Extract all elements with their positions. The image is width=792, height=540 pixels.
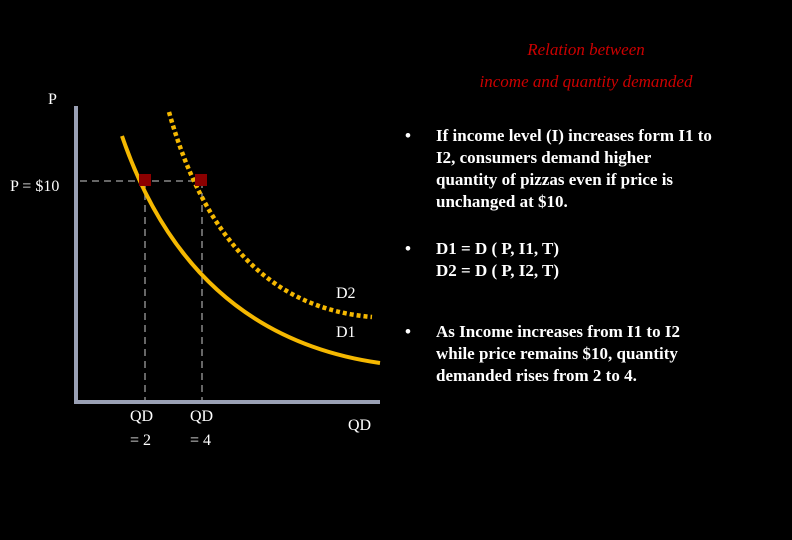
demand-graph: P P = $10 D2 D1 QD QD = 2 QD = 4 <box>10 91 381 449</box>
bullet-line: I2, consumers demand higher <box>436 148 652 167</box>
bullet-line: D2 = D ( P, I2, T) <box>436 261 560 280</box>
bullet-line: D1 = D ( P, I1, T) <box>436 239 560 258</box>
bullet-marker: • <box>405 126 411 145</box>
d2-label: D2 <box>336 285 356 302</box>
bullet-item: • D1 = D ( P, I1, T) D2 = D ( P, I2, T) <box>405 238 775 282</box>
bullet-line: while price remains $10, quantity <box>436 344 678 363</box>
bullet-line: As Income increases from I1 to I2 <box>436 322 680 341</box>
qd4-label-line1: QD <box>190 408 213 425</box>
qd2-label-line2: = 2 <box>130 432 151 449</box>
bullet-line: If income level (I) increases form I1 to <box>436 126 712 145</box>
d2-point <box>195 174 207 186</box>
y-axis-label: P <box>48 91 57 108</box>
x-axis-label: QD <box>348 417 371 434</box>
qd4-label-line2: = 4 <box>190 432 211 449</box>
bullet-line: unchanged at $10. <box>436 192 568 211</box>
title-line-1: Relation between <box>527 40 645 59</box>
bullet-marker: • <box>405 239 411 258</box>
qd2-label-line1: QD <box>130 408 153 425</box>
d1-point <box>139 174 151 186</box>
title-line-2: income and quantity demanded <box>479 72 693 91</box>
bullet-item: • As Income increases from I1 to I2 whil… <box>405 321 775 387</box>
bullet-marker: • <box>405 322 411 341</box>
price-label: P = $10 <box>10 178 59 195</box>
d1-label: D1 <box>336 324 356 341</box>
bullet-line: demanded rises from 2 to 4. <box>436 366 637 385</box>
bullet-line: quantity of pizzas even if price is <box>436 170 674 189</box>
bullet-item: • If income level (I) increases form I1 … <box>405 125 775 213</box>
d2-curve <box>166 111 373 320</box>
d1-curve <box>120 135 381 365</box>
slide-title: Relation between income and quantity dem… <box>420 34 752 98</box>
